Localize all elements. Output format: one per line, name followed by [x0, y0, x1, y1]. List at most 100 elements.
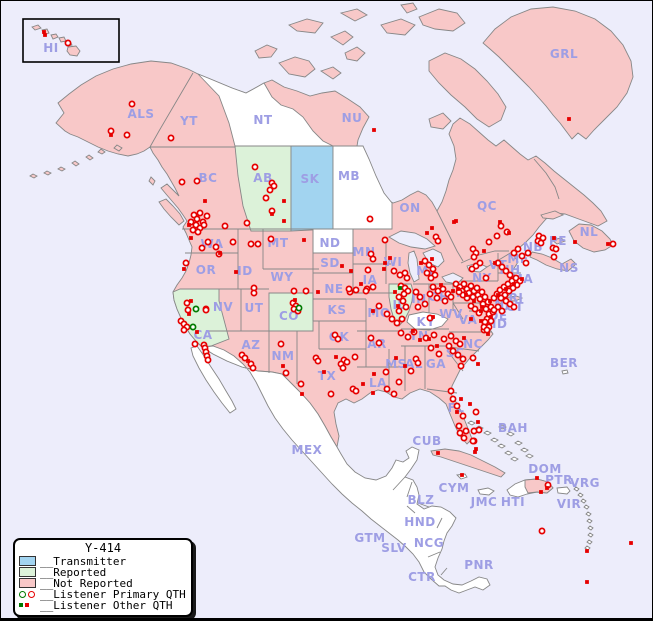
- region-label-pnr: PNR: [464, 558, 494, 572]
- landmass-layer: [29, 2, 634, 594]
- listener-primary-qth-marker: [402, 303, 410, 311]
- region-label-blz: BLZ: [408, 493, 435, 507]
- listener-other-qth-marker: [520, 277, 524, 281]
- listener-other-qth-marker: [394, 356, 398, 360]
- listener-primary-qth-marker: [552, 245, 560, 253]
- listener-primary-qth-marker: [445, 342, 453, 350]
- listener-primary-qth-marker: [421, 257, 429, 265]
- listener-other-qth-marker: [468, 402, 472, 406]
- listener-primary-qth-marker: [383, 385, 391, 393]
- listener-primary-qth-marker: [514, 245, 522, 253]
- listener-other-qth-marker: [371, 391, 375, 395]
- listener-primary-qth-marker: [193, 215, 201, 223]
- listener-primary-qth-marker: [203, 212, 211, 220]
- listener-primary-qth-marker: [426, 290, 434, 298]
- listener-other-qth-marker: [182, 267, 186, 271]
- listener-other-qth-marker: [282, 219, 286, 223]
- puerto-rico: [556, 486, 571, 495]
- listener-primary-qth-marker: [502, 267, 510, 275]
- listener-primary-qth-marker: [270, 182, 278, 190]
- listener-primary-qth-marker: [425, 261, 433, 269]
- listener-other-qth-marker: [585, 549, 589, 553]
- region-label-gtm: GTM: [354, 531, 385, 545]
- listener-primary-qth-marker: [247, 240, 255, 248]
- listener-primary-qth-marker: [506, 271, 514, 279]
- listener-primary-qth-marker: [459, 355, 467, 363]
- listener-primary-qth-marker: [510, 303, 518, 311]
- listener-primary-qth-marker: [430, 331, 438, 339]
- region-label-ks: KS: [328, 303, 347, 317]
- listener-primary-qth-marker: [482, 274, 490, 282]
- listener-other-qth-marker: [349, 269, 353, 273]
- listener-other-qth-marker: [480, 305, 484, 309]
- cuba: [430, 448, 506, 478]
- region-label-on: ON: [399, 201, 420, 215]
- listener-other-qth-marker: [469, 317, 473, 321]
- listener-primary-qth-marker: [414, 359, 422, 367]
- listener-primary-qth-marker: [453, 402, 461, 410]
- great-lakes: [388, 230, 488, 285]
- listener-primary-qth-marker: [200, 221, 208, 229]
- region-label-tx: TX: [318, 369, 337, 383]
- region-label-ut: UT: [245, 301, 264, 315]
- listener-primary-qth-marker: [302, 287, 310, 295]
- listener-primary-qth-marker: [447, 387, 455, 395]
- region-label-hi: HI: [43, 41, 59, 55]
- listener-primary-qth-marker: [183, 299, 191, 307]
- listener-other-qth-marker: [203, 199, 207, 203]
- region-label-nt: NT: [253, 113, 273, 127]
- listener-primary-qth-marker: [433, 294, 441, 302]
- listener-primary-qth-marker: [427, 344, 435, 352]
- listener-primary-qth-marker: [498, 307, 506, 315]
- listener-other-qth-marker: [567, 117, 571, 121]
- listener-other-qth-marker: [451, 289, 455, 293]
- region-label-jmc: JMC: [470, 495, 498, 509]
- hawaii-inset: [22, 18, 120, 63]
- listener-primary-qth-marker: [254, 240, 262, 248]
- region-label-yt: YT: [179, 114, 198, 128]
- listener-primary-qth-marker: [467, 282, 475, 290]
- region-label-mb: MB: [338, 169, 360, 183]
- listener-primary-qth-marker: [434, 237, 442, 245]
- listener-primary-qth-marker: [416, 293, 424, 301]
- region-label-ptr: PTR: [545, 473, 573, 487]
- region-label-ne: NE: [324, 282, 343, 296]
- listener-primary-qth-marker: [455, 422, 463, 430]
- listener-primary-qth-marker: [429, 283, 437, 291]
- listener-primary-qth-marker: [423, 269, 431, 277]
- listener-primary-qth-marker: [456, 340, 464, 348]
- listener-primary-qth-marker: [352, 286, 360, 294]
- listener-other-qth-marker: [431, 315, 435, 319]
- listener-primary-qth-marker: [456, 429, 464, 437]
- listener-primary-qth-marker: [180, 326, 188, 334]
- other-qth-green-icon: [19, 603, 23, 607]
- listener-primary-qth-marker: [439, 285, 447, 293]
- region-label-cub: CUB: [412, 434, 441, 448]
- listener-primary-qth-marker: [362, 287, 370, 295]
- region-label-ia: IA: [363, 273, 378, 287]
- not-reported-swatch: [19, 578, 36, 588]
- region-label-dom: DOM: [528, 462, 562, 476]
- listener-other-qth-marker: [359, 282, 363, 286]
- listener-other-qth-marker: [282, 199, 286, 203]
- region-label-vir: VIR: [557, 497, 582, 511]
- listener-other-qth-marker: [486, 332, 490, 336]
- listener-other-qth-marker: [545, 486, 549, 490]
- listener-primary-qth-marker: [609, 240, 617, 248]
- listener-primary-qth-marker: [483, 326, 491, 334]
- listener-primary-qth-marker: [327, 390, 335, 398]
- listener-primary-qth-marker: [123, 131, 131, 139]
- listener-primary-qth-marker: [490, 306, 498, 314]
- vancouver-island: [158, 198, 185, 226]
- listener-other-qth-marker: [476, 362, 480, 366]
- region-label-ms: MS: [385, 357, 407, 371]
- listener-other-qth-marker: [322, 370, 326, 374]
- listener-primary-qth-marker: [412, 288, 420, 296]
- listener-primary-qth-marker: [468, 265, 476, 273]
- listener-other-qth-marker: [425, 231, 429, 235]
- listener-other-qth-marker: [300, 392, 304, 396]
- listener-other-qth-marker: [187, 223, 191, 227]
- listener-other-qth-marker: [535, 476, 539, 480]
- pacific-islands: [29, 144, 156, 186]
